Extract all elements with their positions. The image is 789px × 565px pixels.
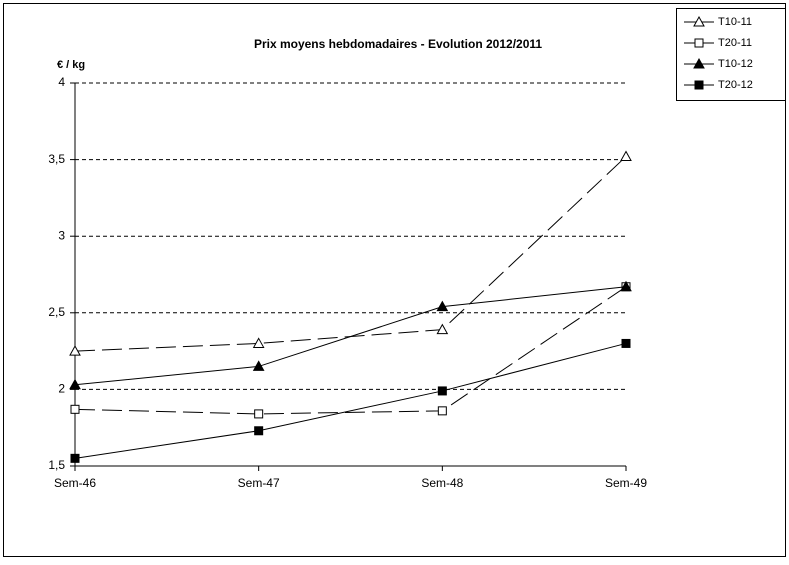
chart-border — [3, 3, 786, 557]
x-tick-label: Sem-49 — [605, 476, 647, 490]
y-axis-label: € / kg — [57, 59, 85, 71]
legend-marker — [693, 15, 705, 27]
data-point — [254, 409, 264, 419]
y-tick-label: 2 — [58, 382, 65, 396]
data-point — [621, 338, 631, 348]
legend-label: T10-11 — [718, 16, 752, 28]
data-point — [436, 300, 449, 312]
y-tick-label: 3,5 — [48, 152, 65, 166]
series-line — [74, 286, 627, 386]
data-point — [620, 150, 632, 162]
legend-marker — [694, 38, 704, 48]
data-point — [70, 404, 80, 414]
y-tick-label: 4 — [58, 75, 65, 89]
legend-label: T10-12 — [718, 58, 753, 70]
data-point — [70, 453, 80, 463]
legend-marker — [694, 80, 704, 90]
data-point — [252, 337, 265, 348]
series-line — [74, 286, 627, 415]
data-point — [436, 323, 449, 335]
data-point — [69, 378, 81, 390]
series-line — [74, 342, 627, 459]
data-point — [252, 360, 265, 371]
data-point — [620, 280, 632, 292]
x-tick-label: Sem-48 — [421, 476, 463, 490]
y-tick-label: 1,5 — [48, 458, 65, 472]
x-tick-label: Sem-47 — [238, 476, 280, 490]
x-tick-label: Sem-46 — [54, 476, 96, 490]
data-point — [69, 345, 81, 356]
data-point — [437, 406, 447, 416]
data-point — [437, 386, 447, 396]
legend-label: T20-12 — [718, 79, 753, 91]
legend-marker — [693, 57, 705, 69]
chart-title: Prix moyens hebdomadaires - Evolution 20… — [254, 37, 542, 51]
data-point — [254, 426, 264, 436]
y-tick-label: 2,5 — [48, 305, 65, 319]
y-tick-label: 3 — [58, 228, 65, 242]
legend-label: T20-11 — [718, 37, 752, 49]
